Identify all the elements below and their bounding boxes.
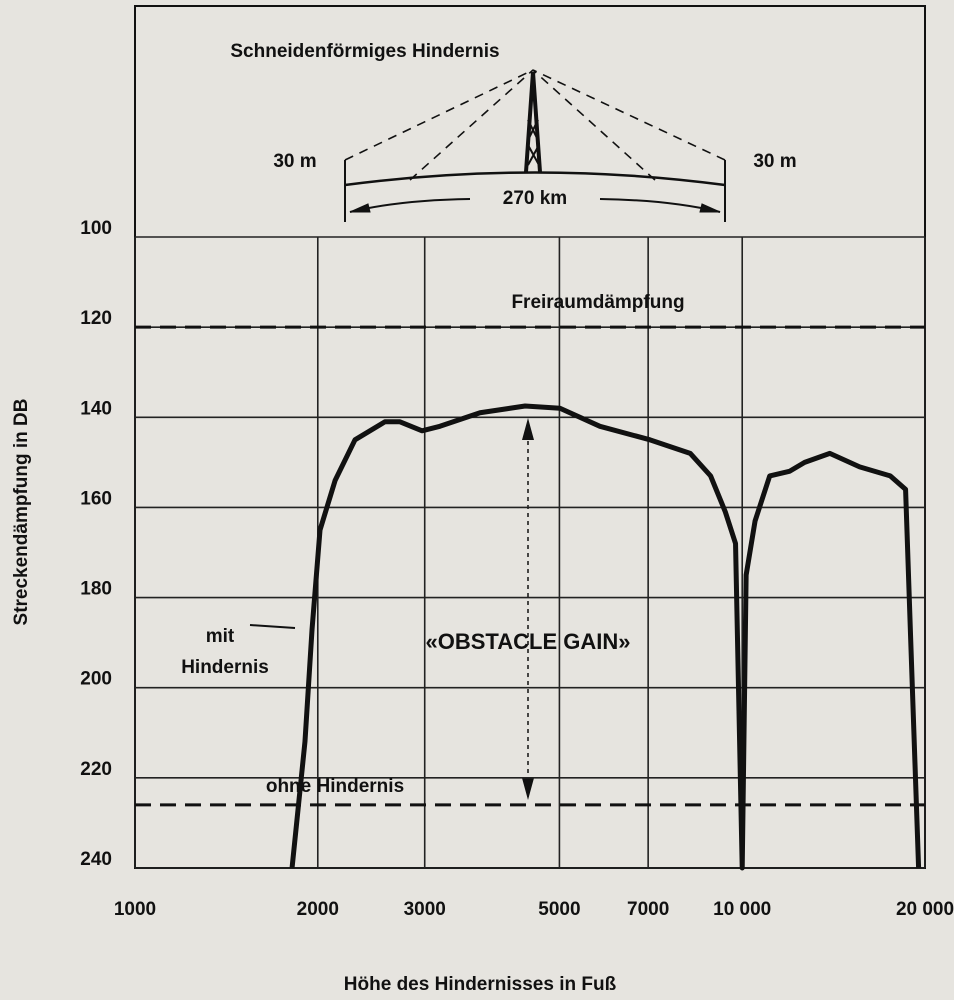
x-tick-label: 10 000 [713,899,771,920]
reference-label: Freiraumdämpfung [511,292,684,313]
pointer [250,625,295,628]
x-tick-label: 2000 [297,899,339,920]
x-tick-label: 5000 [538,899,580,920]
x-tick-label: 7000 [627,899,669,920]
annotation: mit [206,626,235,647]
diagram-label: 270 km [503,188,567,209]
annotation: Hindernis [181,657,269,678]
x-tick-label: 3000 [404,899,446,920]
diagram-label: 30 m [273,151,316,172]
y-tick-label: 220 [80,759,112,780]
y-tick-label: 180 [80,579,112,600]
x-tick-label: 20 000 [896,899,954,920]
x-axis-title: Höhe des Hindernisses in Fuß [344,974,617,995]
x-tick-label: 1000 [114,899,156,920]
y-axis-title: Streckendämpfung in DB [11,399,32,626]
y-tick-label: 100 [80,218,112,239]
y-tick-label: 120 [80,308,112,329]
y-tick-label: 200 [80,669,112,690]
chart: Schneidenförmiges Hindernis 30 m 30 m 27… [0,0,954,1000]
diagram-title: Schneidenförmiges Hindernis [230,41,499,62]
annotation: «OBSTACLE GAIN» [426,629,631,654]
y-tick-label: 240 [80,849,112,870]
reference-label: ohne Hindernis [266,776,404,797]
diagram-label: 30 m [753,151,796,172]
y-tick-label: 160 [80,488,112,509]
y-tick-label: 140 [80,398,112,419]
